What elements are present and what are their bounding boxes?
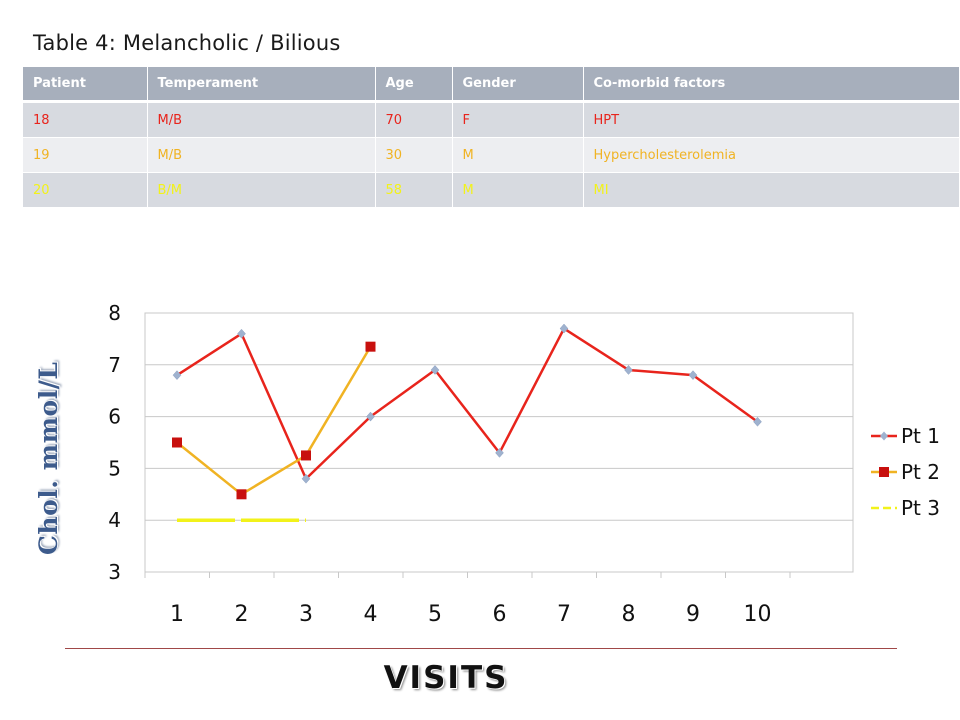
legend-marker	[879, 467, 889, 477]
x-tick-label: 5	[428, 602, 442, 627]
series-line	[176, 327, 759, 481]
cell-patient: 20	[23, 172, 148, 208]
x-tick-label: 2	[235, 602, 249, 627]
data-point	[172, 370, 182, 381]
data-point	[430, 365, 440, 375]
data-point	[365, 341, 376, 352]
cell-comorbid: Hypercholesterolemia	[583, 137, 960, 173]
divider-line	[65, 648, 897, 649]
x-axis-title: VISITS	[383, 660, 509, 696]
x-tick-label: 9	[686, 602, 700, 627]
cell-gender: M	[452, 172, 584, 208]
header-temperament: Temperament	[147, 67, 376, 103]
x-tick-label: 1	[170, 602, 184, 627]
header-patient: Patient	[23, 67, 148, 103]
legend-marker	[880, 431, 888, 441]
x-tick-label: 10	[744, 602, 772, 627]
cell-age: 30	[375, 137, 453, 173]
table-row: 19 M/B 30 M Hypercholesterolemia	[23, 137, 960, 173]
data-point	[688, 370, 698, 381]
legend-label: Pt 3	[901, 496, 940, 520]
data-point	[624, 365, 633, 375]
data-point	[495, 447, 504, 458]
data-point	[559, 323, 569, 334]
y-tick-label: 7	[108, 353, 121, 377]
y-axis-title: Chol. mmol/L	[34, 361, 63, 555]
cell-gender: M	[452, 137, 584, 173]
patient-table: Patient Temperament Age Gender Co-morbid…	[23, 67, 960, 208]
slide-title: Table 4: Melancholic / Bilious	[33, 31, 341, 55]
data-point	[301, 473, 311, 484]
x-tick-label: 4	[364, 602, 378, 627]
y-tick-label: 3	[108, 560, 121, 584]
table-header-row: Patient Temperament Age Gender Co-morbid…	[23, 67, 960, 103]
cell-patient: 19	[23, 137, 148, 173]
cell-patient: 18	[23, 101, 148, 138]
y-tick-label: 5	[108, 456, 121, 480]
series-line	[176, 346, 372, 496]
header-comorbid: Co-morbid factors	[583, 67, 960, 103]
cell-comorbid: HPT	[583, 101, 960, 138]
data-point	[366, 411, 375, 422]
header-age: Age	[375, 67, 453, 103]
patient-table-container: Patient Temperament Age Gender Co-morbid…	[23, 67, 960, 208]
cell-temperament: B/M	[147, 172, 376, 208]
x-tick-label: 7	[557, 602, 571, 627]
data-point	[753, 416, 762, 427]
y-tick-label: 6	[108, 405, 121, 429]
data-point	[172, 437, 182, 448]
cell-age: 70	[375, 101, 453, 138]
cell-temperament: M/B	[147, 137, 376, 173]
cell-age: 58	[375, 172, 453, 208]
y-tick-label: 8	[108, 301, 121, 325]
plot-area	[144, 312, 854, 573]
legend-label: Pt 1	[901, 424, 940, 448]
cell-temperament: M/B	[147, 101, 376, 138]
cell-gender: F	[452, 101, 584, 138]
table-row: 18 M/B 70 F HPT	[23, 101, 960, 138]
x-tick-label: 3	[299, 602, 313, 627]
x-tick-label: 8	[622, 602, 636, 627]
cell-comorbid: MI	[583, 172, 960, 208]
legend-label: Pt 2	[901, 460, 940, 484]
data-point	[237, 328, 246, 339]
x-tick-label: 6	[493, 602, 507, 627]
header-gender: Gender	[452, 67, 584, 103]
data-point	[236, 489, 247, 500]
table-row: 20 B/M 58 M MI	[23, 172, 960, 208]
y-tick-label: 4	[108, 508, 121, 532]
data-point	[301, 450, 311, 461]
